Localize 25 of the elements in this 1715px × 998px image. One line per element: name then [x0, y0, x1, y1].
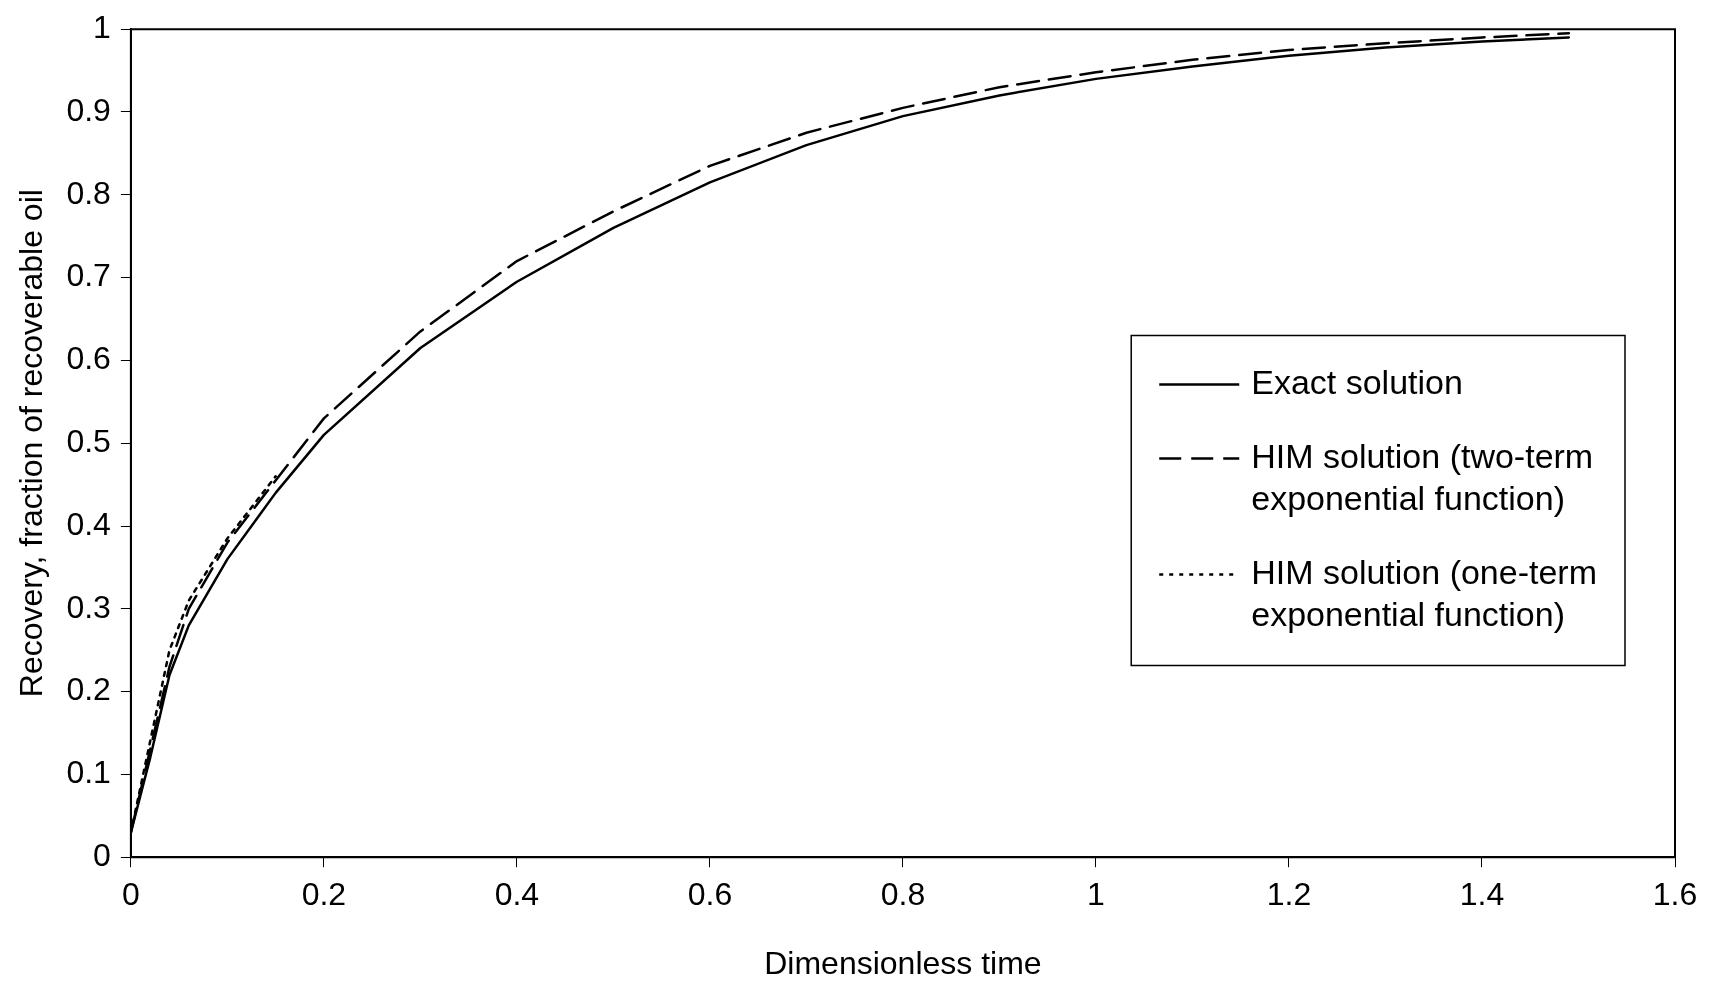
x-tick-label: 1.4 [1459, 876, 1505, 913]
x-tick-label: 0.6 [687, 876, 733, 913]
y-tick-label: 0.3 [66, 588, 111, 625]
x-axis-title: Dimensionless time [764, 944, 1042, 981]
y-tick-label: 0.1 [66, 754, 111, 791]
y-tick-label: 0.5 [66, 423, 111, 460]
legend-label: Exact solution [1251, 362, 1463, 401]
x-tick-label: 1.6 [1652, 876, 1698, 913]
x-tick-label: 0.2 [301, 876, 347, 913]
x-tick-label: 0.4 [494, 876, 540, 913]
y-tick-label: 0.9 [66, 91, 111, 128]
legend-label: HIM solution (one-term exponential function) [1251, 552, 1597, 633]
x-tick-label: 1.2 [1266, 876, 1312, 913]
x-tick-label: 1 [1087, 876, 1105, 913]
y-axis-title: Recovery, fraction of recoverable oil [13, 189, 50, 698]
y-tick-label: 0.6 [66, 340, 111, 377]
y-tick-label: 0.7 [66, 257, 111, 294]
legend-label: HIM solution (two-term exponential function) [1251, 436, 1594, 517]
y-tick-label: 1 [93, 9, 111, 46]
x-tick-label: 0 [121, 876, 140, 913]
y-tick-label: 0.2 [66, 671, 111, 708]
y-tick-label: 0 [93, 837, 111, 874]
x-tick-label: 0.8 [880, 876, 926, 913]
y-tick-label: 0.4 [66, 505, 111, 542]
y-tick-label: 0.8 [66, 174, 111, 211]
